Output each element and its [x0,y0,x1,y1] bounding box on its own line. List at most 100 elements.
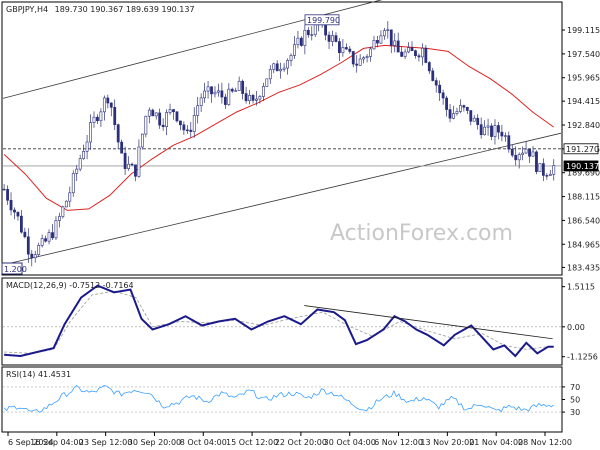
candle-body [545,175,549,177]
candle-body [365,56,369,58]
candle-body [168,109,172,113]
price-tick-label: 199.115 [567,26,600,35]
candle-body [300,37,303,46]
watermark: ActionForex.com [330,221,513,246]
price-marker-label: 191.270 [566,145,599,154]
symbol-label: GBPJPY,H4 [6,5,48,14]
candle-body [137,146,141,177]
candle-body [51,232,54,239]
ohlc-label: 189.730 190.367 189.639 190.137 [55,5,195,14]
candle-body [6,189,9,201]
candle-body [538,163,542,172]
candle-body [192,115,196,132]
candle-body [424,47,428,63]
candle-body [102,97,106,113]
price-channel [2,0,562,266]
candle-body [203,90,207,99]
candle-body [531,151,535,157]
candle-body [465,107,469,111]
macd-lines [3,284,561,358]
macd-tick-label: -1.1256 [567,353,598,362]
candle-body [479,124,483,136]
candle-body [445,97,448,110]
candle-body [175,111,179,122]
price-moving-average [3,44,554,211]
candle-body [289,55,293,61]
candle-body [213,91,217,95]
candle-body [528,148,531,157]
x-tick-label: 21 Nov 04:00 [469,438,523,447]
candle-body [206,86,210,92]
candle-body [140,133,144,148]
candle-body [78,158,82,170]
rsi-tick-label: 50 [570,396,580,405]
candle-body [341,47,345,53]
candle-body [338,41,341,53]
candle-body [497,125,500,133]
candle-body [403,51,407,57]
candle-body [427,62,431,72]
candle-body [33,254,37,258]
price-candles [2,16,556,267]
candle-body [334,35,338,42]
candle-body [282,67,286,70]
x-tick-label: 23 Sep 12:00 [79,438,132,447]
price-marker-box [563,160,599,172]
candle-body [9,199,13,211]
price-marker-box [563,143,599,155]
channel-upper-line [2,0,383,99]
candle-body [306,29,310,36]
macd-tick-label: 0.00 [567,323,585,332]
candle-body [189,129,193,132]
candle-body [85,141,89,152]
price-panel-label: GBPJPY,H4 189.730 190.367 189.639 190.13… [6,5,195,14]
candle-body [227,88,231,105]
candle-body [99,111,103,122]
candle-body [355,63,359,66]
rsi-tick-label: 70 [570,383,580,392]
candle-body [13,209,16,213]
candle-body [130,163,134,166]
candle-body [75,168,79,174]
candle-body [199,97,203,106]
candle-body [483,126,487,136]
x-tick-label: 13 Nov 20:00 [420,438,474,447]
left-low-marker-box [1,262,23,275]
candle-body [351,51,355,65]
candle-body [144,115,148,135]
candle-body [448,109,452,119]
candle-body [438,84,442,94]
candle-body [58,216,61,221]
candle-body [414,50,417,57]
rsi-tick-label: 30 [570,408,580,417]
candle-body [548,173,552,176]
candle-body [255,98,258,101]
candle-body [434,80,438,86]
candle-body [510,148,514,156]
candle-body [310,34,314,36]
candle-body [234,90,238,92]
candle-body [30,253,34,258]
candle-body [182,124,186,131]
candle-body [40,238,44,246]
price-marker-label: 190.137 [566,162,599,171]
candle-body [486,125,490,128]
candle-body [541,163,545,176]
price-markers: 199.790 191.270 190.137 [304,14,599,172]
rsi-panel-label: RSI(14) 41.4531 [6,370,71,379]
candle-body [400,51,404,57]
candle-body [469,110,473,122]
candle-body [500,131,504,137]
candle-body [476,117,480,125]
candle-body [258,96,262,100]
candle-body [54,220,58,239]
macd-tick-label: 1.5115 [567,283,595,292]
candle-body [393,40,397,46]
candle-body [220,90,224,98]
candle-body [123,152,127,169]
candle-body [517,154,521,161]
candle-body [223,96,227,105]
candle-body [158,112,162,126]
